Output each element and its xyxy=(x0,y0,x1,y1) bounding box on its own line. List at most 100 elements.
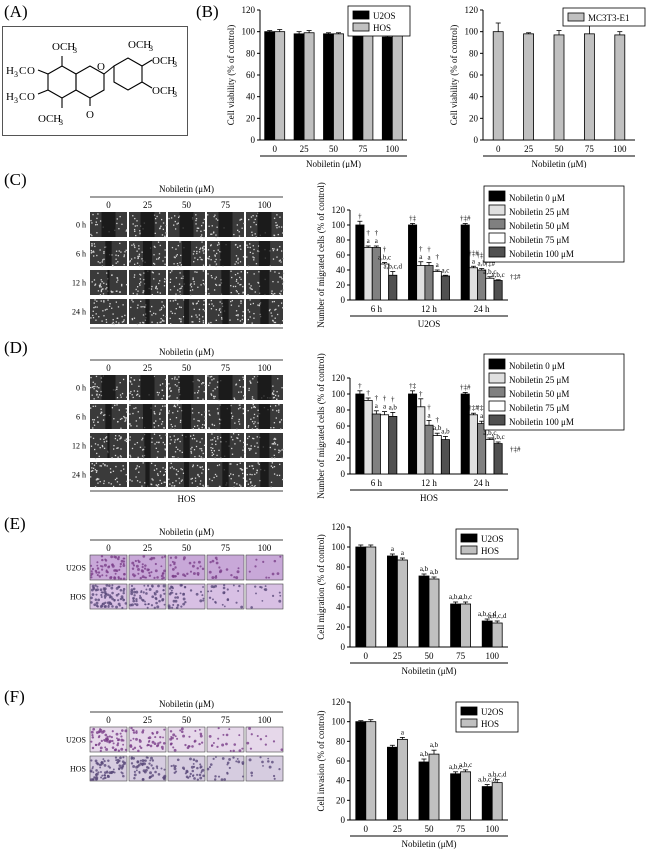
x-tick-label: 0 xyxy=(364,651,369,661)
left-ome-o: O xyxy=(27,65,35,77)
wound-image xyxy=(168,270,207,297)
bar xyxy=(440,439,450,475)
wound-image xyxy=(129,299,167,326)
y-tick-label: 60 xyxy=(336,250,346,260)
bar xyxy=(485,277,495,301)
micro-conc-label: 75 xyxy=(221,715,231,725)
legend-swatch xyxy=(488,218,506,230)
left-ome-c: C xyxy=(19,91,26,103)
significance-label: a,b xyxy=(430,568,439,576)
legend-swatch xyxy=(352,22,370,32)
micro-header: Nobiletin (μM) xyxy=(159,184,214,194)
significance-label: a,b,c xyxy=(483,268,496,276)
significance-label: a,b,c,d xyxy=(488,771,507,779)
legend-swatch xyxy=(567,12,585,22)
micro-conc-label: 25 xyxy=(143,200,153,210)
wound-image xyxy=(90,299,127,326)
y-tick-label: 120 xyxy=(332,205,346,215)
y-tick-label: 60 xyxy=(246,70,256,80)
wound-image xyxy=(168,404,206,431)
wound-image xyxy=(90,270,128,296)
significance-label: a,b,c xyxy=(459,761,472,769)
x-tick-label: 75 xyxy=(358,144,368,154)
y-tick-label: 80 xyxy=(336,736,346,746)
transwell-image xyxy=(128,755,167,782)
transwell-row-label: U2OS xyxy=(66,564,86,573)
micro-conc-label: 50 xyxy=(182,715,192,725)
y-tick-label: 40 xyxy=(336,437,346,447)
bar xyxy=(418,575,430,648)
micro-conc-label: 75 xyxy=(221,363,231,373)
bar xyxy=(408,393,418,475)
y-tick-label: 100 xyxy=(332,542,346,552)
wound-time-label: 12 h xyxy=(72,442,86,451)
legend-swatch xyxy=(352,10,370,20)
bar xyxy=(362,31,374,141)
bar xyxy=(493,443,503,475)
bar xyxy=(491,782,503,821)
transwell-image xyxy=(245,726,284,753)
significance-label: a xyxy=(419,253,423,261)
significance-label: † xyxy=(366,389,370,397)
significance-label: a,b,c,d xyxy=(488,612,507,620)
micro-cell-label: U2OS xyxy=(175,331,198,332)
transwell-image xyxy=(89,554,128,581)
bar xyxy=(492,31,504,141)
significance-label: † xyxy=(427,403,431,411)
x-axis-label: Nobiletin (μM) xyxy=(401,839,456,849)
wound-image xyxy=(168,299,206,325)
y-tick-label: 0 xyxy=(341,815,346,825)
micro-conc-label: 0 xyxy=(106,543,111,553)
significance-label: † xyxy=(391,395,395,403)
y-tick-label: 120 xyxy=(242,5,256,15)
legend-swatch xyxy=(488,400,506,412)
y-tick-label: 0 xyxy=(474,135,479,145)
legend-swatch xyxy=(488,372,506,384)
legend-swatch xyxy=(488,232,506,244)
bar xyxy=(460,771,472,821)
x-tick-label: 25 xyxy=(393,651,403,661)
legend-label: Nobiletin 0 μM xyxy=(509,361,565,371)
left-ome-sub: 3 xyxy=(14,96,18,105)
wound-image xyxy=(207,212,245,239)
significance-label: a xyxy=(427,411,431,419)
significance-label: a xyxy=(375,402,379,410)
ome-subscript: 3 xyxy=(149,44,153,53)
micro-header: Nobiletin (μM) xyxy=(159,699,214,709)
significance-label: †‡# xyxy=(476,252,487,260)
y-tick-label: 100 xyxy=(332,717,346,727)
bar xyxy=(416,265,426,301)
wound-image xyxy=(246,270,285,296)
significance-label: a xyxy=(436,261,440,269)
micro-conc-label: 0 xyxy=(106,200,111,210)
significance-label: †‡# xyxy=(476,404,487,412)
y-tick-label: 0 xyxy=(341,642,346,652)
bar xyxy=(264,31,276,141)
wound-time-label: 6 h xyxy=(76,413,86,422)
ome-label: OCH xyxy=(152,55,175,67)
y-tick-label: 20 xyxy=(336,622,346,632)
transwell-image xyxy=(167,583,206,610)
significance-label: a,b,c xyxy=(491,433,504,441)
significance-label: †‡# xyxy=(460,383,471,391)
transwell-image xyxy=(167,554,206,581)
bar xyxy=(303,32,315,141)
bar xyxy=(380,414,390,475)
micro-header: Nobiletin (μM) xyxy=(159,527,214,537)
micro-conc-label: 100 xyxy=(258,543,272,553)
significance-label: a,b xyxy=(433,424,442,432)
y-axis-label: Cell migration (% of control) xyxy=(316,534,326,639)
legend-label: Nobiletin 50 μM xyxy=(509,389,569,399)
x-tick-label: 100 xyxy=(485,651,499,661)
legend-label: HOS xyxy=(373,23,391,33)
transwell-row-label: U2OS xyxy=(66,736,86,745)
legend-box xyxy=(562,7,646,27)
legend-label: Nobiletin 100 μM xyxy=(509,249,574,259)
x-tick-label: 75 xyxy=(456,651,466,661)
bar xyxy=(355,224,365,301)
wound-image xyxy=(207,299,246,324)
significance-label: a,b,c,d xyxy=(384,263,403,271)
y-tick-label: 100 xyxy=(332,220,346,230)
y-tick-label: 40 xyxy=(336,602,346,612)
wound-image xyxy=(129,270,167,296)
